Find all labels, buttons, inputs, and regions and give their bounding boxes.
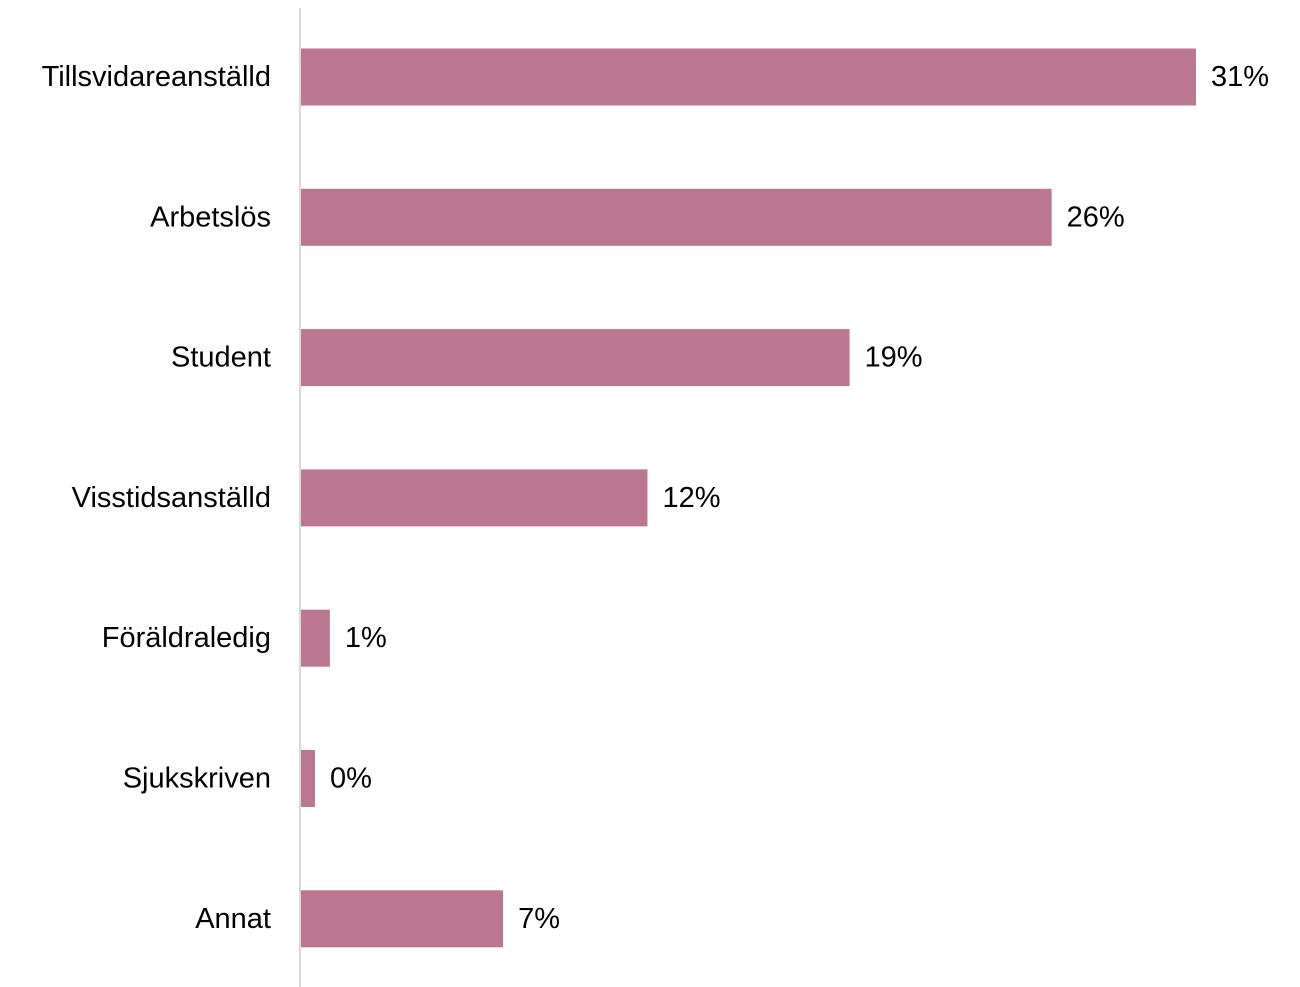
value-label: 19% [865, 342, 923, 374]
value-label: 0% [330, 763, 372, 795]
bar [301, 750, 315, 807]
category-label: Arbetslös [150, 201, 271, 233]
value-label: 7% [518, 903, 560, 935]
category-label: Visstidsanställd [72, 482, 271, 514]
bar [301, 48, 1196, 106]
value-label: 26% [1067, 201, 1125, 233]
value-label: 1% [345, 622, 387, 654]
bar [301, 469, 648, 527]
category-label: Annat [195, 903, 271, 935]
value-labels-group: 31% 26% 19% 12% 1% 0% 7% [330, 61, 1269, 935]
bar [301, 188, 1052, 246]
bars-group [301, 48, 1196, 948]
category-label: Föräldraledig [102, 622, 271, 654]
bar [301, 609, 330, 667]
category-labels-group: Tillsvidareanställd Arbetslös Student Visst… [42, 61, 271, 935]
category-label: Sjukskriven [123, 763, 271, 795]
category-label: Student [171, 342, 271, 374]
category-label: Tillsvidareanställd [42, 61, 271, 93]
value-label: 31% [1211, 61, 1269, 93]
value-label: 12% [662, 482, 720, 514]
bar [301, 890, 504, 948]
bar [301, 329, 850, 387]
